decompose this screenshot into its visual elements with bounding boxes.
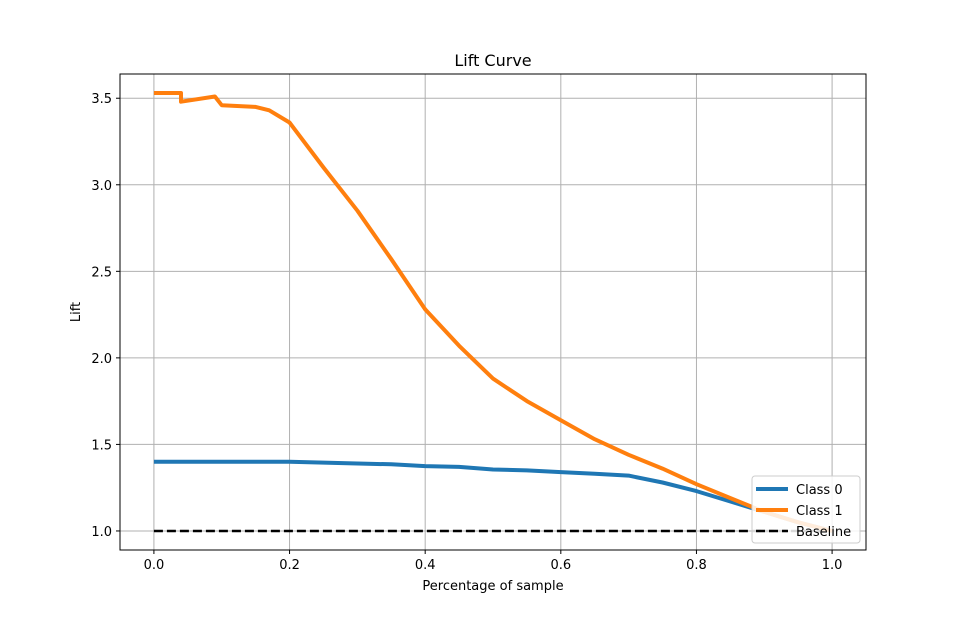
x-tick-label: 0.0 (144, 558, 165, 573)
y-tick-label: 2.0 (91, 352, 112, 367)
legend-box (751, 475, 861, 544)
plot-frame (119, 73, 867, 551)
legend-label-class-1: Class 1 (796, 504, 843, 519)
y-tick-label: 1.0 (91, 525, 112, 540)
y-tick-label: 3.0 (91, 179, 112, 194)
y-tick-label: 1.5 (91, 438, 112, 453)
y-axis-label: Lift (69, 302, 84, 322)
legend-label-class-0: Class 0 (796, 483, 843, 498)
series-layer (153, 91, 833, 533)
x-axis-label: Percentage of sample (422, 579, 563, 594)
legend-label-baseline: Baseline (796, 525, 851, 540)
y-tick-label: 3.5 (91, 92, 112, 107)
legend: Class 0 Class 1 Baseline (751, 475, 861, 544)
x-tick-label: 0.4 (415, 558, 436, 573)
chart-title: Lift Curve (454, 51, 531, 70)
x-tick-label: 1.0 (822, 558, 843, 573)
x-axis-ticks: 0.0 0.2 0.4 0.6 0.8 1.0 (144, 550, 843, 573)
y-tick-label: 2.5 (91, 265, 112, 280)
x-tick-label: 0.6 (550, 558, 571, 573)
series-line-class-1 (153, 91, 833, 533)
x-tick-label: 0.2 (279, 558, 300, 573)
y-axis-ticks: 1.0 1.5 2.0 2.5 3.0 3.5 (91, 92, 120, 540)
series-line-class-0 (153, 459, 833, 533)
x-tick-label: 0.8 (686, 558, 707, 573)
